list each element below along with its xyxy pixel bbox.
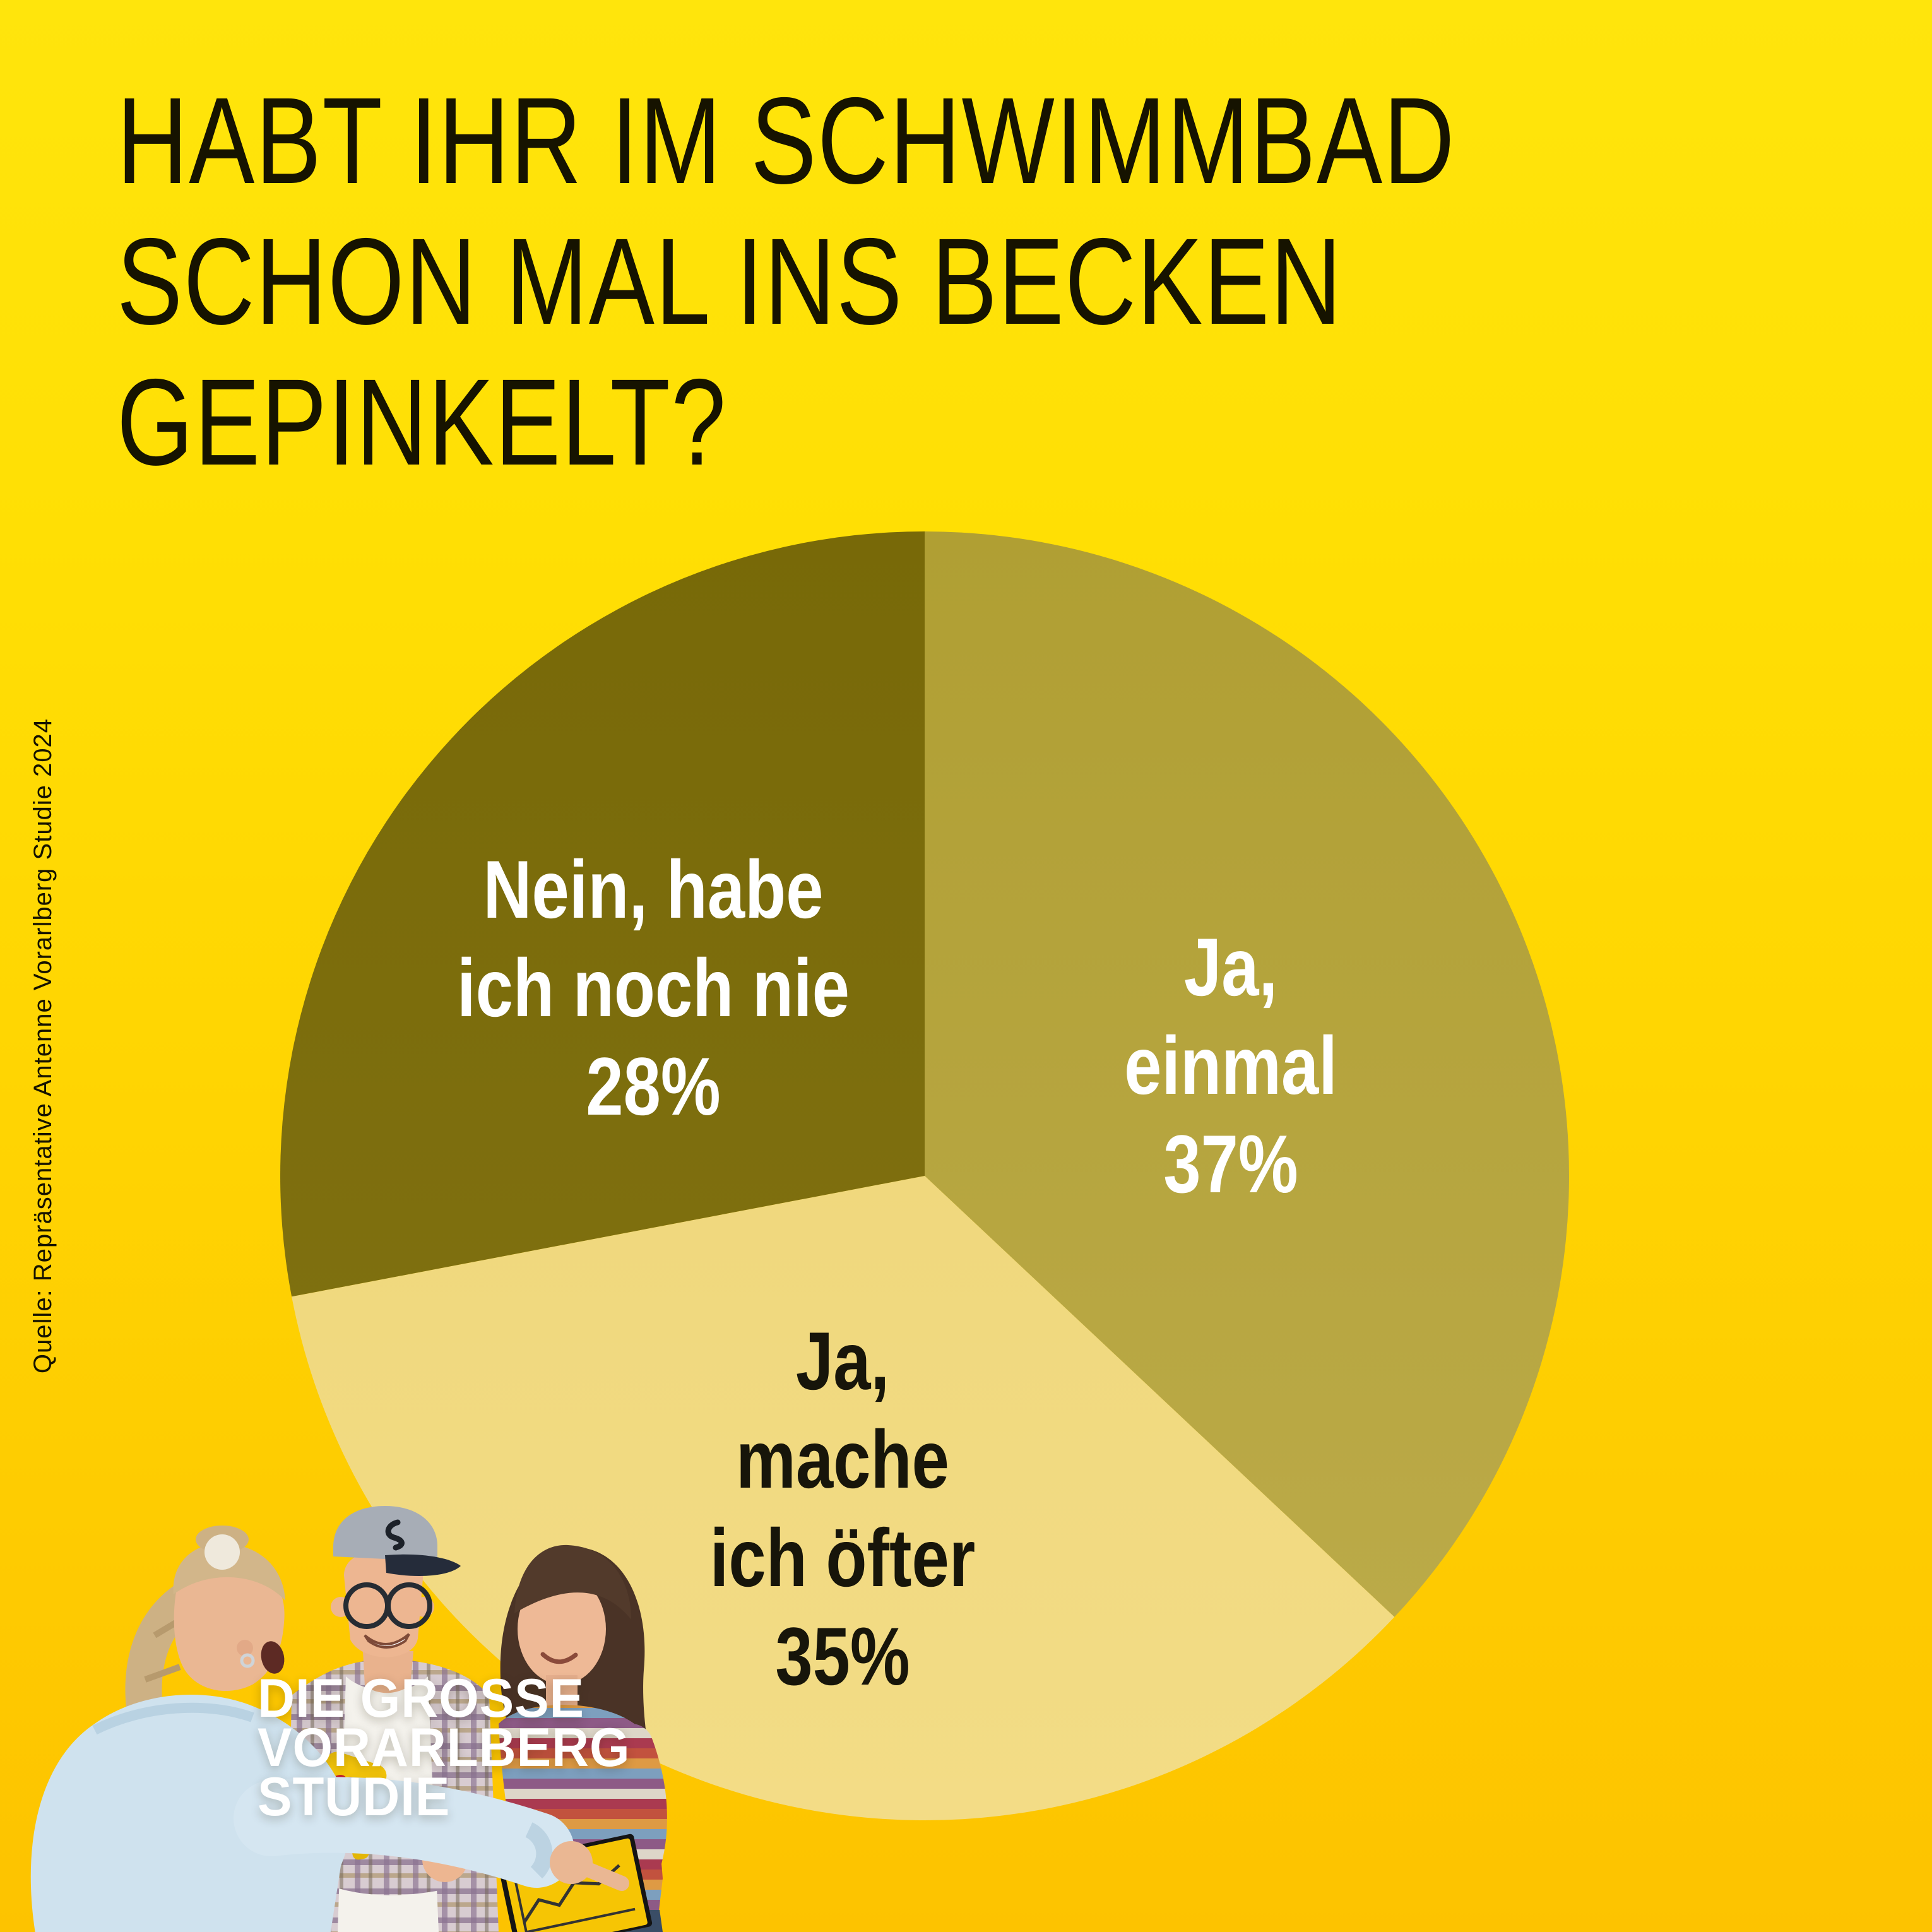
pie-slice-1 [925, 531, 1570, 1617]
presenters-photo [30, 1506, 667, 1932]
person-woman-left [30, 1526, 629, 1932]
title-line-3: GEPINKELT? [117, 353, 727, 491]
title-line-2: SCHON MAL INS BECKEN [117, 213, 1342, 350]
badge-line-3: STUDIE [258, 1767, 451, 1827]
badge: DIE GROSSE VORARLBERG STUDIE [258, 1668, 650, 1827]
pie-slice-label-2: Ja, mache ich öfter 35% [709, 1315, 976, 1702]
pie-slice-label-1: Ja, einmal 37% [1124, 921, 1337, 1210]
title-line-1: HABT IHR IM SCHWIMMBAD [117, 72, 1456, 210]
badge-line-2: VORARLBERG [258, 1717, 631, 1778]
badge-line-1: DIE GROSSE [258, 1668, 584, 1729]
pie-slice-3 [280, 531, 925, 1297]
pie-slice-label-3: Nein, habe ich noch nie 28% [457, 843, 850, 1132]
page-title: HABT IHR IM SCHWIMMBAD SCHON MAL INS BEC… [117, 71, 1790, 493]
cap [333, 1506, 437, 1562]
